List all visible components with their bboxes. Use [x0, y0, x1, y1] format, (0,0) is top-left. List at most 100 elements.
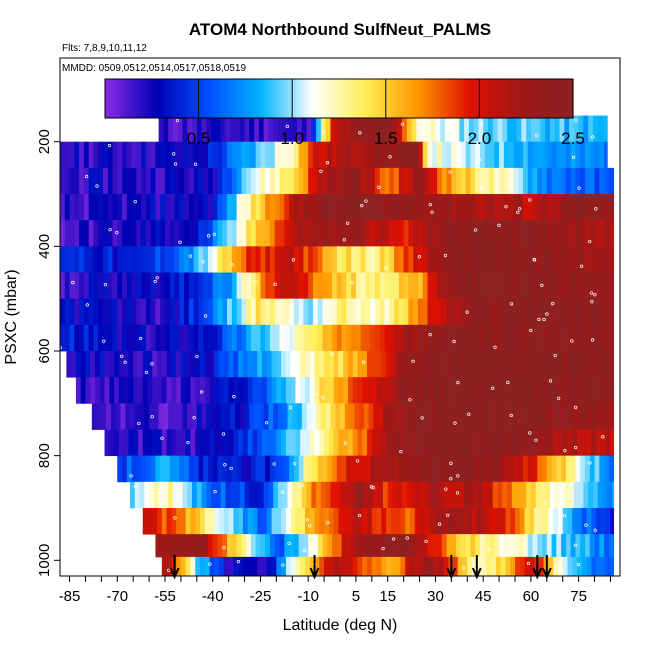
heatmap-cell	[600, 429, 607, 457]
heatmap-cell	[174, 167, 180, 195]
heatmap-cell	[475, 534, 481, 558]
heatmap-cell	[546, 194, 552, 221]
sample-marker	[195, 354, 199, 359]
heatmap-cell	[174, 324, 180, 352]
heatmap-cell	[416, 115, 422, 143]
sample-marker	[573, 405, 578, 410]
heatmap-cell	[64, 298, 70, 326]
sample-marker	[360, 204, 364, 208]
heatmap-cell	[314, 351, 320, 378]
heatmap-cell	[289, 324, 295, 352]
heatmap-cell	[235, 115, 241, 143]
heatmap-cell	[290, 377, 296, 404]
heatmap-cell	[284, 167, 290, 195]
arrow-head	[471, 567, 482, 580]
heatmap-cell	[554, 403, 560, 430]
heatmap-cell	[511, 403, 517, 430]
heatmap-cell	[74, 167, 80, 195]
heatmap-cell	[581, 377, 587, 404]
colorbar-cell	[381, 79, 387, 118]
heatmap-cell	[599, 246, 605, 273]
heatmap-cell	[327, 167, 333, 195]
heatmap-cell	[235, 403, 241, 430]
heatmap-cell	[542, 324, 548, 352]
heatmap-cell	[85, 377, 91, 404]
heatmap-cell	[586, 507, 592, 535]
colorbar-cell	[194, 79, 200, 118]
heatmap-cell	[258, 115, 265, 143]
heatmap-cell	[303, 220, 309, 247]
heatmap-cell	[470, 246, 476, 273]
heatmap-cell	[486, 377, 492, 404]
heatmap-cell	[305, 429, 311, 457]
heatmap-cell	[604, 272, 610, 300]
heatmap-cell	[527, 141, 533, 169]
heatmap-cell	[456, 324, 462, 352]
heatmap-cell	[284, 534, 290, 558]
heatmap-cell	[336, 298, 342, 326]
sample-marker	[449, 461, 453, 465]
sample-marker	[593, 293, 597, 297]
heatmap-cell	[343, 351, 349, 378]
sample-marker	[554, 566, 559, 570]
colorbar-cell	[561, 79, 566, 118]
heatmap-cell	[222, 141, 228, 169]
heatmap-cell	[446, 455, 452, 483]
heatmap-cell	[346, 141, 352, 169]
heatmap-cell	[69, 272, 75, 300]
sample-marker	[272, 462, 276, 466]
heatmap-cell	[141, 272, 147, 300]
sample-marker	[325, 161, 330, 165]
heatmap-cell	[157, 377, 163, 404]
heatmap-cell	[130, 403, 136, 430]
heatmap-cell	[446, 324, 452, 352]
heatmap-cell	[112, 246, 118, 273]
heatmap-cell	[109, 429, 115, 457]
heatmap-cell	[227, 298, 233, 326]
heatmap-cell	[312, 272, 319, 300]
heatmap-cell	[60, 298, 66, 326]
heatmap-cell	[508, 220, 514, 247]
heatmap-cell	[580, 455, 586, 483]
heatmap-cell	[290, 351, 296, 378]
heatmap-cell	[117, 455, 123, 483]
heatmap-cell	[572, 377, 578, 404]
heatmap-cell	[476, 351, 482, 378]
heatmap-cell	[500, 556, 506, 576]
heatmap-cell	[274, 298, 280, 326]
heatmap-cell	[172, 115, 179, 143]
heatmap-cell	[228, 556, 234, 576]
heatmap-cell	[83, 272, 90, 300]
heatmap-cell	[303, 194, 309, 221]
heatmap-cell	[457, 556, 463, 576]
heatmap-cell	[408, 194, 414, 221]
heatmap-cell	[133, 429, 139, 457]
heatmap-cell	[241, 272, 247, 300]
heatmap-cell	[198, 534, 204, 558]
heatmap-cell	[281, 377, 287, 404]
heatmap-cell	[596, 377, 602, 404]
colorbar-cell	[389, 79, 395, 118]
heatmap-cell	[270, 272, 276, 300]
heatmap-cell	[352, 507, 358, 535]
heatmap-cell	[394, 167, 400, 195]
heatmap-cell	[605, 429, 611, 457]
heatmap-cell	[289, 272, 295, 300]
heatmap-cell	[586, 351, 592, 378]
heatmap-cell	[505, 377, 511, 404]
heatmap-cell	[375, 298, 381, 326]
heatmap-cell	[332, 272, 338, 300]
heatmap-cell	[429, 507, 435, 535]
heatmap-cell	[532, 246, 538, 273]
heatmap-cell	[600, 377, 607, 404]
heatmap-cell	[526, 481, 532, 509]
heatmap-cell	[198, 324, 204, 352]
heatmap-cell	[289, 167, 295, 195]
heatmap-cell	[527, 298, 533, 326]
heatmap-cell	[174, 220, 180, 247]
heatmap-cell	[149, 481, 155, 509]
heatmap-cell	[507, 403, 513, 430]
heatmap-cell	[500, 377, 506, 404]
heatmap-cell	[507, 115, 513, 143]
heatmap-cell	[529, 351, 535, 378]
